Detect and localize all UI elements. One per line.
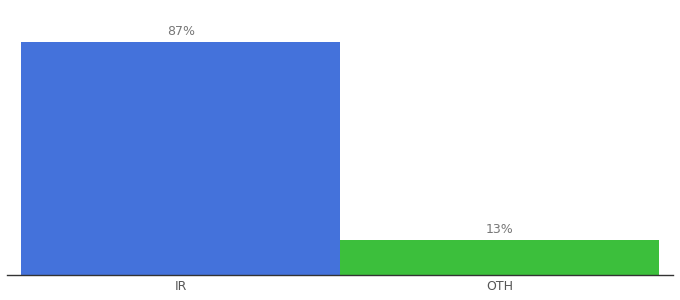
Text: 87%: 87%	[167, 25, 194, 38]
Bar	[22, 42, 340, 275]
Text: 13%: 13%	[486, 223, 513, 236]
Bar	[340, 240, 658, 275]
